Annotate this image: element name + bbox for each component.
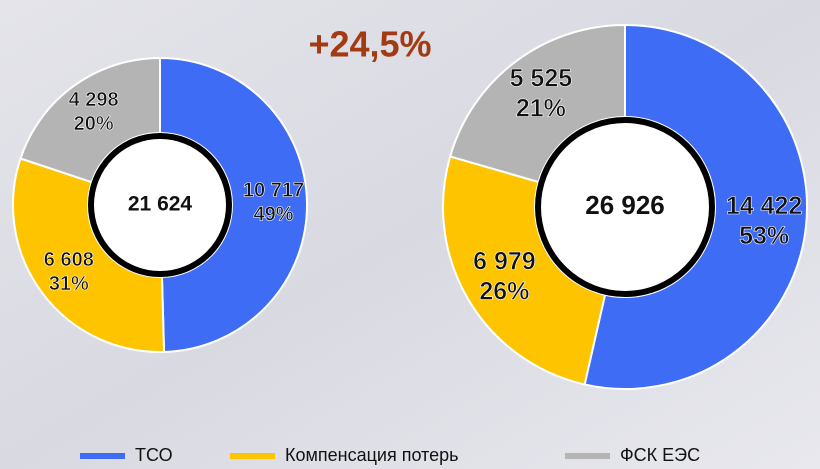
total-label: 21 624: [128, 193, 193, 216]
percent-label: 53%: [739, 222, 789, 250]
donut-hole: [88, 133, 232, 277]
percent-label: 26%: [479, 278, 529, 306]
value-label: 10 717: [243, 180, 304, 202]
donut-slice: [448, 23, 626, 184]
legend-label: ТСО: [135, 445, 173, 465]
value-label: 14 422: [726, 192, 802, 220]
donut-slice: [12, 157, 166, 353]
percent-label: 31%: [49, 273, 89, 295]
donut-slice: [159, 56, 309, 353]
growth-annotation: +24,5%: [308, 24, 431, 65]
total-label: 26 926: [585, 190, 665, 220]
percent-label: 49%: [253, 204, 293, 226]
donut-hole: [535, 117, 715, 297]
legend-label: ФСК ЕЭС: [620, 445, 700, 465]
value-label: 4 298: [69, 89, 119, 111]
percent-label: 21%: [516, 95, 566, 123]
legend-label: Компенсация потерь: [285, 445, 459, 465]
value-label: 5 525: [510, 65, 573, 93]
percent-label: 20%: [74, 113, 114, 135]
value-label: 6 979: [473, 248, 536, 276]
value-label: 6 608: [44, 249, 94, 271]
